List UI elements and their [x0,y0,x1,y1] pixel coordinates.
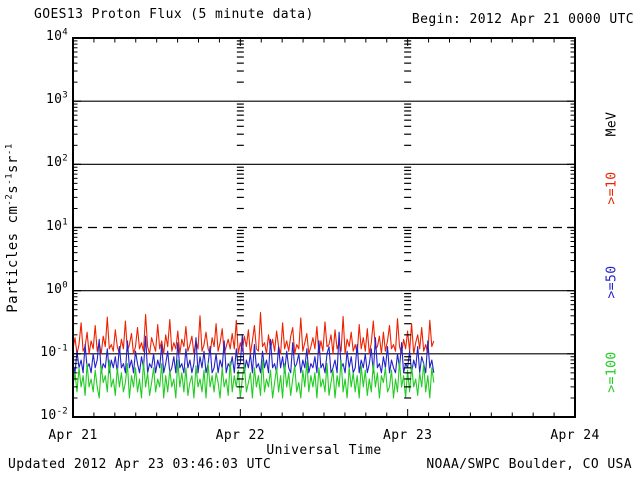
series-line-2 [72,359,435,399]
y-axis-title-text: sr [5,155,21,173]
x-tick-label: Apr 24 [550,428,600,443]
legend-unit-label: MeV [604,111,620,137]
x-tick-label: Apr 22 [215,428,266,443]
x-axis-title: Universal Time [266,443,382,458]
y-axis-title-sup: -2 [4,193,15,206]
legend-entry-ge10: >=10 [604,171,620,205]
y-tick-label: 103 [46,90,68,108]
y-tick-label: 10-1 [40,343,68,360]
y-tick-label: 10-2 [40,406,68,423]
legend-entry-ge100: >=100 [604,351,620,393]
legend-entry-ge50: >=50 [604,265,620,299]
updated-timestamp: Updated 2012 Apr 23 03:46:03 UTC [8,457,272,472]
gridlines-group [73,100,575,355]
y-axis-title: Particles cm-2s-1sr-1 [4,143,21,313]
y-tick-label: 104 [46,27,68,44]
series-lines-group [72,312,435,399]
begin-time-label: Begin: 2012 Apr 21 0000 UTC [411,12,634,27]
chart-title: GOES13 Proton Flux (5 minute data) [34,7,314,22]
y-axis-title-text: s [5,184,21,194]
x-tick-label: Apr 23 [382,428,433,443]
series-line-0 [72,312,435,355]
y-tick-label: 102 [46,154,68,171]
y-tick-label: 101 [46,217,68,234]
y-axis-title-sup: -1 [4,172,15,185]
y-axis-title-text: Particles cm [5,205,21,313]
plot-frame [72,37,576,418]
y-axis-title-sup: -1 [4,143,15,156]
source-attribution: NOAA/SWPC Boulder, CO USA [426,457,632,472]
x-tick-label: Apr 21 [48,428,98,443]
y-tick-label: 100 [46,280,68,297]
